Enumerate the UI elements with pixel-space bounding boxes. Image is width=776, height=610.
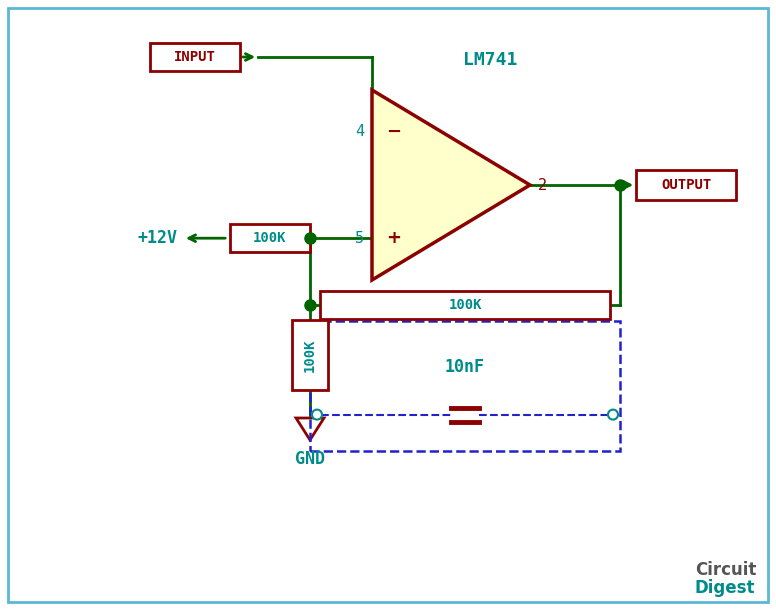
Circle shape (312, 409, 322, 420)
Text: LM741: LM741 (462, 51, 517, 69)
FancyBboxPatch shape (150, 43, 240, 71)
Text: +12V: +12V (138, 229, 178, 247)
Text: 10nF: 10nF (445, 357, 485, 376)
FancyBboxPatch shape (292, 320, 328, 390)
Text: +: + (386, 229, 401, 247)
Text: INPUT: INPUT (174, 50, 216, 64)
Polygon shape (372, 90, 530, 280)
Text: GND: GND (295, 450, 325, 468)
FancyBboxPatch shape (230, 224, 310, 252)
FancyBboxPatch shape (636, 170, 736, 200)
Circle shape (608, 409, 618, 420)
Text: Circuit: Circuit (695, 561, 757, 579)
Bar (310, 321, 620, 451)
Text: 2: 2 (538, 178, 547, 193)
Text: 4: 4 (355, 124, 364, 139)
Text: Digest: Digest (695, 579, 756, 597)
Text: −: − (386, 123, 401, 141)
Text: 5: 5 (355, 231, 364, 246)
Text: 100K: 100K (253, 231, 287, 245)
FancyBboxPatch shape (320, 291, 610, 319)
Text: OUTPUT: OUTPUT (661, 178, 711, 192)
Text: 100K: 100K (449, 298, 482, 312)
Polygon shape (296, 418, 324, 440)
Text: 100K: 100K (303, 339, 317, 371)
